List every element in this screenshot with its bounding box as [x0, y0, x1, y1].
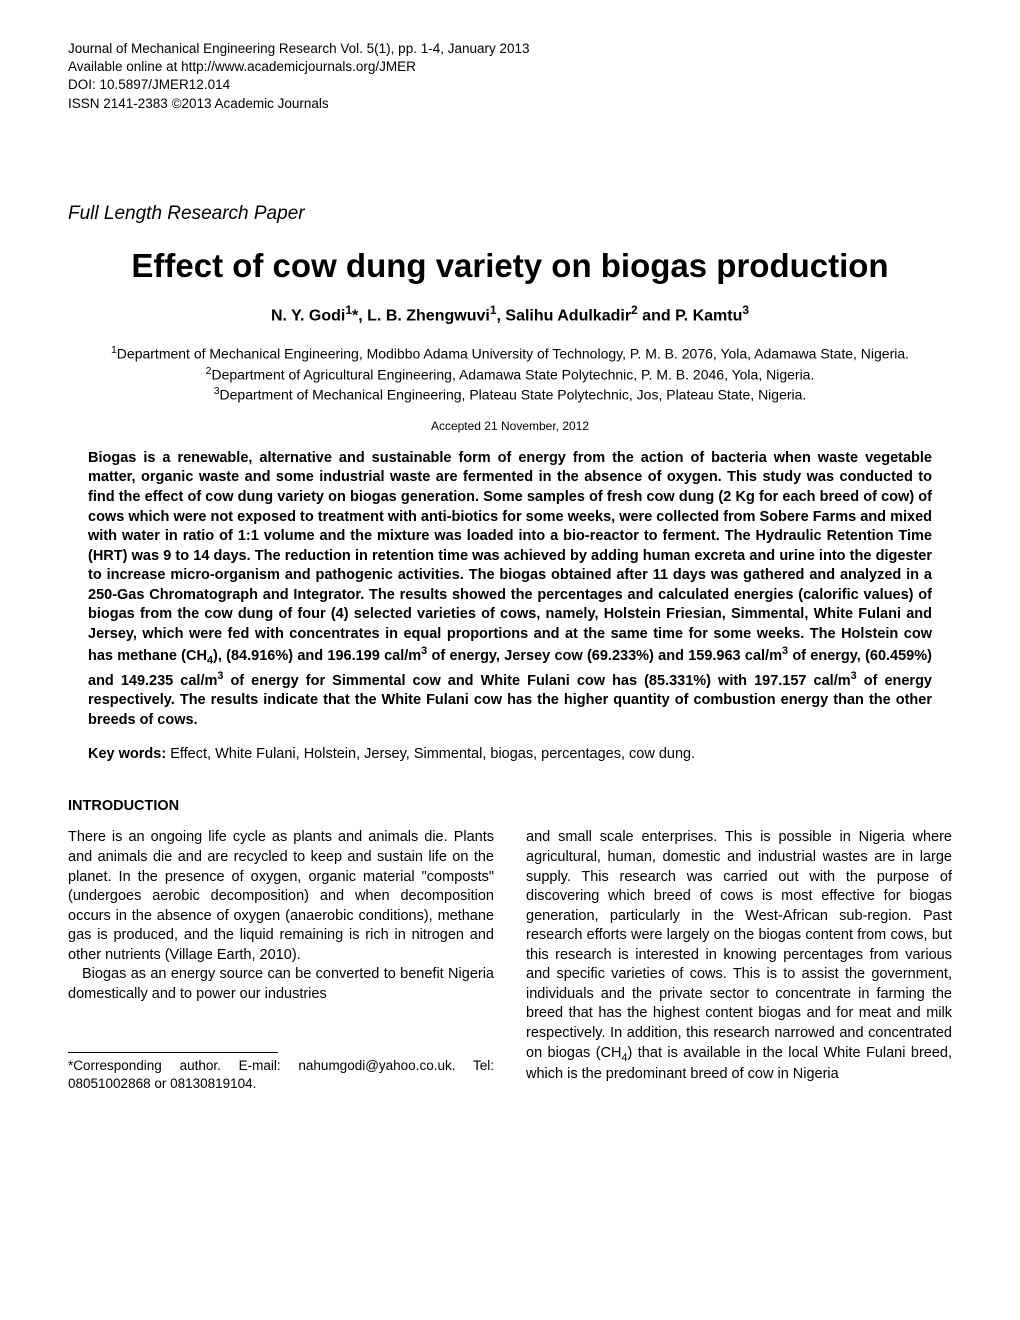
journal-header: Journal of Mechanical Engineering Resear…: [68, 40, 952, 113]
intro-paragraph-1: There is an ongoing life cycle as plants…: [68, 828, 494, 965]
paper-title: Effect of cow dung variety on biogas pro…: [68, 247, 952, 285]
column-left: There is an ongoing life cycle as plants…: [68, 828, 494, 1092]
affiliations: 1Department of Mechanical Engineering, M…: [68, 343, 952, 405]
keywords-text: Effect, White Fulani, Holstein, Jersey, …: [166, 746, 695, 762]
accepted-date: Accepted 21 November, 2012: [68, 419, 952, 433]
corresponding-author-footnote: *Corresponding author. E-mail: nahumgodi…: [68, 1057, 494, 1092]
authors: N. Y. Godi1*, L. B. Zhengwuvi1, Salihu A…: [68, 303, 952, 325]
keywords-label: Key words:: [88, 746, 166, 762]
intro-paragraph-3: and small scale enterprises. This is pos…: [526, 828, 952, 1084]
intro-paragraph-2: Biogas as an energy source can be conver…: [68, 965, 494, 1004]
journal-doi: DOI: 10.5897/JMER12.014: [68, 76, 952, 94]
keywords: Key words: Effect, White Fulani, Holstei…: [88, 746, 932, 762]
body-columns: There is an ongoing life cycle as plants…: [68, 828, 952, 1092]
journal-issn: ISSN 2141-2383 ©2013 Academic Journals: [68, 95, 952, 113]
section-heading-introduction: INTRODUCTION: [68, 798, 952, 814]
abstract: Biogas is a renewable, alternative and s…: [88, 449, 932, 731]
paper-type: Full Length Research Paper: [68, 203, 952, 225]
column-right: and small scale enterprises. This is pos…: [526, 828, 952, 1092]
journal-ref: Journal of Mechanical Engineering Resear…: [68, 40, 952, 58]
journal-url: Available online at http://www.academicj…: [68, 58, 952, 76]
footnote-rule: [68, 1052, 278, 1053]
